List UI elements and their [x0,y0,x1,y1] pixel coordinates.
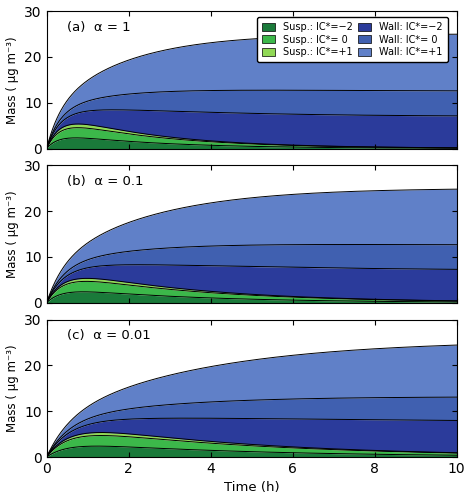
X-axis label: Time (h): Time (h) [224,482,279,494]
Text: (b)  α = 0.1: (b) α = 0.1 [67,175,144,188]
Text: (a)  α = 1: (a) α = 1 [67,20,131,34]
Text: (c)  α = 0.01: (c) α = 0.01 [67,329,151,342]
Y-axis label: Mass ( μg m⁻³): Mass ( μg m⁻³) [6,190,18,278]
Y-axis label: Mass ( μg m⁻³): Mass ( μg m⁻³) [6,344,18,432]
Legend: Susp.: lC*=−2, Susp.: lC*= 0, Susp.: lC*=+1, Wall: lC*=−2, Wall: lC*= 0, Wall: l: Susp.: lC*=−2, Susp.: lC*= 0, Susp.: lC*… [257,18,447,62]
Y-axis label: Mass ( μg m⁻³): Mass ( μg m⁻³) [6,36,18,124]
